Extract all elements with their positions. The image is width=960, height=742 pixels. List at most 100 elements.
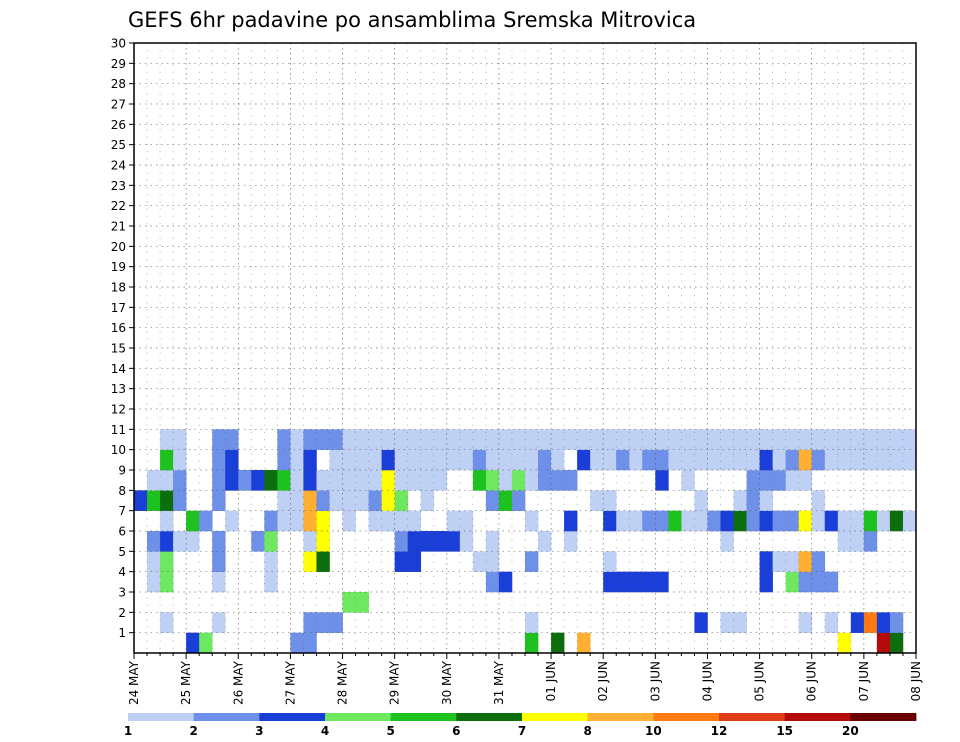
heatmap-cell xyxy=(837,632,852,654)
heatmap-cell xyxy=(629,449,643,471)
heatmap-cell xyxy=(850,510,865,532)
heatmap-cell xyxy=(551,449,565,471)
heatmap-cell xyxy=(485,449,500,471)
colorbar-swatch xyxy=(784,713,851,721)
colorbar-label: 8 xyxy=(583,724,591,738)
colorbar-swatch xyxy=(719,713,786,721)
heatmap-cell xyxy=(212,449,226,471)
heatmap-cell xyxy=(407,510,422,532)
heatmap-cell xyxy=(199,510,213,532)
heatmap-cell xyxy=(472,470,487,491)
heatmap-cell xyxy=(850,429,865,450)
heatmap-cell xyxy=(746,470,760,491)
heatmap-cell xyxy=(420,429,435,450)
colorbar-swatch xyxy=(259,713,326,721)
x-tick-label: 07 JUN xyxy=(857,661,871,701)
y-tick-label: 22 xyxy=(111,199,126,213)
heatmap-cell xyxy=(720,612,734,633)
heatmap-cell xyxy=(863,449,878,471)
heatmap-cell xyxy=(355,429,369,450)
heatmap-cell xyxy=(811,449,826,471)
heatmap-cell xyxy=(186,510,200,532)
y-tick-label: 1 xyxy=(118,626,126,640)
heatmap-cell xyxy=(876,632,891,654)
heatmap-cell xyxy=(837,429,852,450)
heatmap-cell xyxy=(316,470,330,491)
heatmap-cell xyxy=(824,429,839,450)
heatmap-cell xyxy=(681,449,695,471)
heatmap-cell xyxy=(746,429,760,450)
heatmap-cell xyxy=(160,429,174,450)
heatmap-cells xyxy=(134,429,917,654)
heatmap-cell xyxy=(642,510,656,532)
heatmap-cell xyxy=(381,490,395,511)
heatmap-cell xyxy=(889,510,904,532)
heatmap-cell xyxy=(381,510,395,532)
heatmap-cell xyxy=(290,470,304,491)
heatmap-cell xyxy=(264,531,278,552)
heatmap-cell xyxy=(303,612,317,633)
heatmap-cell xyxy=(498,571,513,593)
heatmap-cell xyxy=(603,429,617,450)
heatmap-cell xyxy=(772,449,786,471)
heatmap-cell xyxy=(186,531,200,552)
heatmap-cell xyxy=(381,449,395,471)
heatmap-cell xyxy=(564,429,578,450)
heatmap-cell xyxy=(290,510,304,532)
heatmap-cell xyxy=(668,429,682,450)
x-tick-label: 01 JUN xyxy=(544,661,558,701)
colorbar-label: 5 xyxy=(386,724,394,738)
heatmap-cell xyxy=(616,429,630,450)
heatmap-cell xyxy=(498,429,513,450)
heatmap-cell xyxy=(863,429,878,450)
heatmap-cell xyxy=(798,470,813,491)
heatmap-cell xyxy=(629,571,643,593)
heatmap-cell xyxy=(368,490,382,511)
x-tick-label: 27 MAY xyxy=(283,660,297,705)
heatmap-cell xyxy=(681,510,695,532)
heatmap-cell xyxy=(603,449,617,471)
heatmap-cell xyxy=(472,429,487,450)
heatmap-cell xyxy=(876,510,891,532)
heatmap-cell xyxy=(720,449,734,471)
heatmap-cell xyxy=(173,531,187,552)
heatmap-cell xyxy=(694,510,708,532)
heatmap-cell xyxy=(433,531,448,552)
heatmap-cell xyxy=(759,551,773,572)
heatmap-cell xyxy=(694,429,708,450)
heatmap-cell xyxy=(407,429,422,450)
heatmap-cell xyxy=(342,510,356,532)
heatmap-cell xyxy=(147,571,161,593)
heatmap-cell xyxy=(459,510,474,532)
heatmap-cell xyxy=(511,470,526,491)
colorbar-label: 10 xyxy=(645,724,662,738)
heatmap-cell xyxy=(264,551,278,572)
heatmap-cell xyxy=(316,531,330,552)
heatmap-cell xyxy=(342,429,356,450)
x-tick-label: 04 JUN xyxy=(700,661,714,701)
heatmap-cell xyxy=(459,429,474,450)
heatmap-cell xyxy=(342,490,356,511)
heatmap-cell xyxy=(394,551,408,572)
colorbar-label: 12 xyxy=(711,724,728,738)
heatmap-cell xyxy=(772,510,786,532)
y-tick-label: 30 xyxy=(111,37,126,51)
y-tick-label: 10 xyxy=(111,443,126,457)
heatmap-cell xyxy=(420,470,435,491)
heatmap-cell xyxy=(303,449,317,471)
heatmap-cell xyxy=(407,470,422,491)
gridlines xyxy=(134,43,916,653)
heatmap-cell xyxy=(212,551,226,572)
heatmap-cell xyxy=(160,551,174,572)
colorbar-swatch xyxy=(128,713,195,721)
heatmap-cell xyxy=(433,429,448,450)
heatmap-cell xyxy=(303,470,317,491)
chart-title: GEFS 6hr padavine po ansamblima Sremska … xyxy=(128,8,696,32)
heatmap-cell xyxy=(720,531,734,552)
colorbar-swatch xyxy=(522,713,589,721)
heatmap-cell xyxy=(824,449,839,471)
heatmap-cell xyxy=(212,612,226,633)
heatmap-cell xyxy=(355,592,369,613)
heatmap-cell xyxy=(147,490,161,511)
heatmap-cell xyxy=(655,470,669,491)
